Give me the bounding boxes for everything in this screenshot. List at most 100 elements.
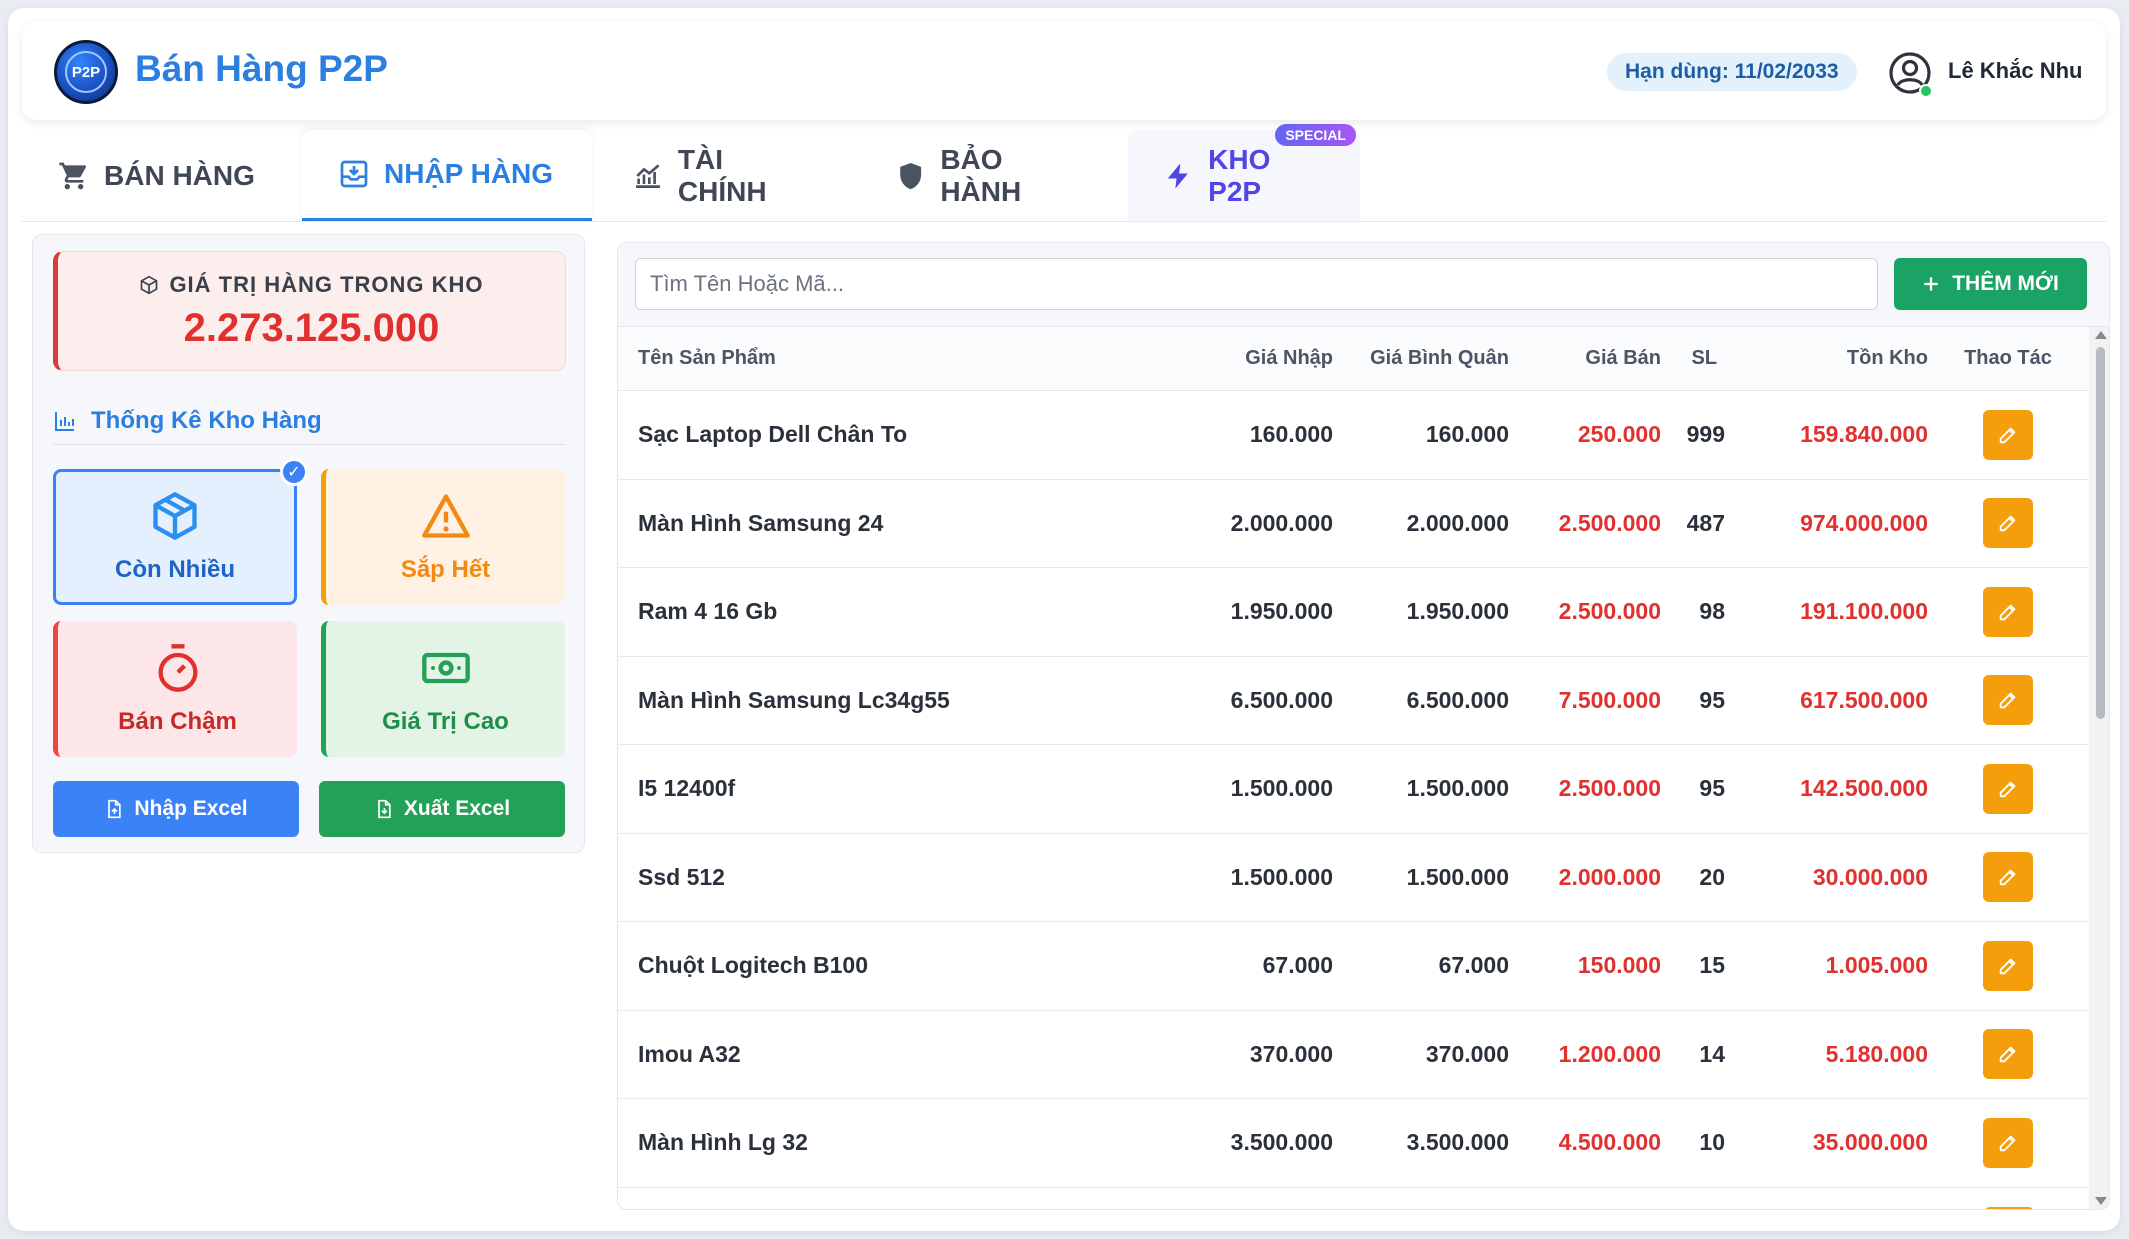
filter-label: Sắp Hết [400, 556, 491, 583]
app-window: P2P Bán Hàng P2P Hạn dùng: 11/02/2033 Lê… [8, 8, 2120, 1231]
edit-button[interactable] [1983, 586, 2033, 637]
add-new-label: THÊM MỚI [1952, 272, 2059, 295]
cell-sell-price: 250.000 [1577, 421, 1661, 448]
user-avatar-icon[interactable] [1888, 51, 1932, 95]
cell-action [1928, 675, 2088, 726]
table-row[interactable]: Màn Hình Lg 32 3.500.000 3.500.000 4.500.00… [618, 1099, 2088, 1188]
cell-name: Ram 4 16 Gb [638, 598, 778, 625]
inventory-summary-panel: GIÁ TRỊ HÀNG TRONG KHO 2.273.125.000 Thố… [32, 234, 585, 853]
table-row[interactable]: Imou A32 370.000 370.000 1.200.000 14 5.180.0… [618, 1011, 2088, 1099]
cell-action [1928, 498, 2088, 549]
header-sell-price[interactable]: Giá Bán [1585, 347, 1661, 369]
filter-label: Giá Trị Cao [382, 708, 509, 735]
scroll-up-icon[interactable] [2095, 331, 2107, 339]
cell-import-price: 2.000.000 [1230, 509, 1333, 536]
table-row[interactable]: Ram 4 16 Gb 1.950.000 1.950.000 2.500.000 98… [618, 568, 2088, 657]
cell-name: I5 12400f [638, 775, 736, 802]
cell-name: Imou A32 [638, 1040, 741, 1067]
filter-con-nhieu[interactable]: ✓ Còn Nhiều [53, 458, 308, 605]
value-label-text: GIÁ TRỊ HÀNG TRONG KHO [169, 272, 484, 297]
expiry-badge: Hạn dùng: 11/02/2033 [1607, 53, 1857, 91]
cell-stock: 1.005.000 [1825, 952, 1928, 979]
cell-sell-price: 2.500.000 [1558, 775, 1661, 802]
edit-button[interactable] [1983, 675, 2033, 726]
edit-button[interactable] [1983, 498, 2033, 549]
tab-label: KHO P2P [1208, 144, 1271, 207]
tab-nhap-hang[interactable]: NHẬP HÀNG [302, 130, 592, 222]
cell-name: Màn Hình Samsung Lc34g55 [638, 686, 950, 713]
header-import-price[interactable]: Giá Nhập [1245, 347, 1333, 369]
cell-avg-price: 1.500.000 [1406, 775, 1509, 802]
edit-button[interactable] [1983, 852, 2033, 903]
cell-qty: 95 [1699, 775, 1725, 802]
cell-import-price: 3.500.000 [1230, 1129, 1333, 1156]
header-avg-price[interactable]: Giá Bình Quân [1370, 347, 1509, 369]
filter-label: Còn Nhiều [115, 556, 235, 583]
cell-avg-price: 2.000.000 [1406, 509, 1509, 536]
table-row[interactable]: Ssd 512 1.500.000 1.500.000 2.000.000 20 30.0… [618, 834, 2088, 922]
pencil-icon [1999, 515, 2016, 532]
table-toolbar: THÊM MỚI [618, 243, 2109, 327]
cell-qty: 10 [1699, 1129, 1725, 1156]
inventory-value-card: GIÁ TRỊ HÀNG TRONG KHO 2.273.125.000 [53, 251, 566, 371]
table-row[interactable]: Màn Hình Samsung 24 2.000.000 2.000.000 2.5… [618, 480, 2088, 568]
import-excel-label: Nhập Excel [134, 797, 248, 820]
cell-sell-price: 2.500.000 [1558, 509, 1661, 536]
cell-avg-price: 1.950.000 [1406, 598, 1509, 625]
user-name[interactable]: Lê Khắc Nhu [1948, 58, 2083, 83]
tab-label: BẢO HÀNH [940, 144, 1022, 207]
cell-action [1928, 1029, 2088, 1080]
tab-label: BÁN HÀNG [104, 160, 255, 191]
shield-icon [900, 162, 922, 190]
tab-kho-p2p[interactable]: KHO P2P SPECIAL [1128, 124, 1360, 222]
product-table: Tên Sản Phẩm Giá Nhập Giá Bình Quân Giá … [618, 327, 2088, 1188]
scrollbar-thumb[interactable] [2096, 347, 2105, 719]
edit-button[interactable] [1983, 409, 2033, 460]
scroll-down-icon[interactable] [2095, 1197, 2107, 1205]
tab-tai-chinh[interactable]: TÀI CHÍNH [596, 130, 855, 222]
top-header: P2P Bán Hàng P2P Hạn dùng: 11/02/2033 Lê… [22, 22, 2106, 120]
cell-action [1928, 940, 2088, 991]
cell-name: Màn Hình Samsung 24 [638, 509, 884, 536]
cell-import-price: 67.000 [1262, 952, 1333, 979]
file-upload-icon [108, 799, 122, 819]
cell-import-price: 160.000 [1249, 421, 1333, 448]
edit-button[interactable] [1983, 763, 2033, 814]
filter-gia-tri-cao[interactable]: Giá Trị Cao [321, 621, 565, 757]
cell-action [1928, 409, 2088, 460]
stats-divider [53, 444, 566, 445]
edit-button-partial[interactable] [1984, 1207, 2034, 1209]
cell-qty: 95 [1699, 686, 1725, 713]
table-row[interactable]: Sạc Laptop Dell Chân To 160.000 160.000 250… [618, 391, 2088, 480]
header-qty[interactable]: SL [1691, 347, 1717, 369]
search-input[interactable] [635, 258, 1878, 310]
filter-ban-cham[interactable]: Bán Chậm [53, 621, 297, 757]
cell-stock: 159.840.000 [1800, 421, 1928, 448]
table-row[interactable]: I5 12400f 1.500.000 1.500.000 2.500.000 95 14… [618, 745, 2088, 834]
import-box-icon [340, 160, 368, 188]
table-scrollbar[interactable] [2089, 327, 2109, 1209]
pencil-icon [1999, 958, 2016, 974]
export-excel-button[interactable]: Xuất Excel [319, 781, 565, 837]
cell-stock: 617.500.000 [1800, 686, 1928, 713]
edit-button[interactable] [1983, 940, 2033, 991]
pencil-icon [1999, 427, 2016, 443]
header-name[interactable]: Tên Sản Phẩm [638, 347, 776, 369]
edit-button[interactable] [1983, 1029, 2033, 1080]
tab-bao-hanh[interactable]: BẢO HÀNH [859, 130, 1124, 222]
pencil-icon [1999, 1046, 2016, 1063]
cell-stock: 191.100.000 [1800, 598, 1928, 625]
stats-title: Thống Kê Kho Hàng [53, 407, 322, 435]
tab-ban-hang[interactable]: BÁN HÀNG [22, 130, 298, 222]
cell-qty: 15 [1699, 952, 1725, 979]
table-row[interactable]: Chuột Logitech B100 67.000 67.000 150.000 15… [618, 922, 2088, 1011]
edit-button[interactable] [1983, 1117, 2033, 1168]
add-new-button[interactable]: THÊM MỚI [1894, 258, 2087, 310]
tab-label: NHẬP HÀNG [384, 158, 554, 189]
cell-stock: 142.500.000 [1800, 775, 1928, 802]
cell-qty: 98 [1699, 598, 1725, 625]
import-excel-button[interactable]: Nhập Excel [53, 781, 299, 837]
table-row[interactable]: Màn Hình Samsung Lc34g55 6.500.000 6.500.0… [618, 657, 2088, 745]
header-stock[interactable]: Tồn Kho [1846, 347, 1928, 369]
filter-sap-het[interactable]: Sắp Hết [321, 469, 565, 605]
